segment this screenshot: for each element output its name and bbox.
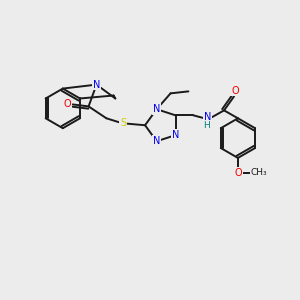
Text: N: N — [172, 130, 179, 140]
Text: S: S — [120, 118, 126, 128]
Text: O: O — [234, 168, 242, 178]
Text: N: N — [153, 104, 160, 114]
Text: N: N — [153, 136, 160, 146]
Text: N: N — [203, 112, 211, 122]
Text: O: O — [64, 99, 72, 110]
Text: O: O — [231, 85, 239, 96]
Text: CH₃: CH₃ — [250, 168, 267, 177]
Text: N: N — [93, 80, 100, 90]
Text: H: H — [203, 121, 210, 130]
